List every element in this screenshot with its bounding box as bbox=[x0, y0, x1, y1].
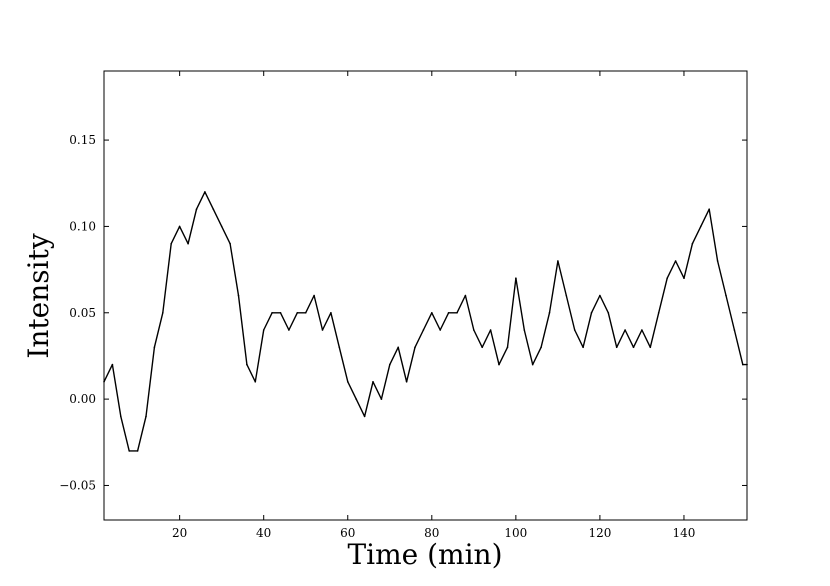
data-point bbox=[573, 329, 576, 331]
data-point bbox=[700, 225, 702, 228]
x-tick-label: 20 bbox=[172, 526, 187, 540]
data-point bbox=[237, 294, 240, 297]
series-line-layer bbox=[103, 191, 748, 452]
data-point bbox=[195, 208, 198, 210]
data-point bbox=[590, 312, 593, 314]
data-point bbox=[641, 329, 643, 331]
x-tick-label: 40 bbox=[256, 526, 271, 540]
plot-frame bbox=[103, 70, 748, 521]
data-point bbox=[153, 346, 156, 349]
y-tick-label: 0.15 bbox=[69, 133, 96, 147]
data-point bbox=[397, 346, 400, 349]
data-point bbox=[145, 415, 147, 418]
data-point bbox=[540, 346, 542, 349]
data-point bbox=[691, 242, 694, 245]
data-point bbox=[447, 312, 450, 314]
data-point bbox=[582, 346, 584, 349]
data-point bbox=[187, 242, 189, 245]
data-point bbox=[313, 294, 315, 297]
x-tick-label: 60 bbox=[340, 526, 355, 540]
data-point bbox=[405, 381, 408, 383]
data-point bbox=[372, 381, 374, 383]
data-point bbox=[674, 260, 677, 262]
series-line bbox=[103, 191, 747, 452]
data-point bbox=[120, 415, 122, 418]
data-point bbox=[389, 363, 391, 366]
data-point bbox=[170, 242, 172, 245]
data-point bbox=[473, 329, 475, 331]
data-point bbox=[229, 242, 231, 245]
data-point bbox=[742, 363, 744, 366]
data-point bbox=[271, 312, 273, 314]
data-point bbox=[548, 312, 551, 314]
data-point bbox=[523, 329, 526, 331]
y-tick-label: 0.00 bbox=[69, 392, 96, 406]
data-point bbox=[607, 312, 610, 314]
y-tick-label: −0.05 bbox=[59, 478, 96, 492]
data-point bbox=[725, 294, 727, 297]
data-point bbox=[111, 363, 114, 366]
data-point bbox=[557, 260, 559, 262]
data-point bbox=[304, 312, 307, 314]
x-tick-label: 140 bbox=[673, 526, 696, 540]
data-point bbox=[254, 381, 257, 383]
data-point bbox=[321, 329, 324, 331]
x-tick-label: 120 bbox=[588, 526, 611, 540]
data-point bbox=[624, 329, 626, 331]
x-axis-title: Time (min) bbox=[347, 538, 502, 571]
data-point bbox=[506, 346, 509, 349]
data-point bbox=[355, 398, 358, 400]
x-tick-label: 100 bbox=[504, 526, 527, 540]
data-point bbox=[262, 329, 265, 331]
data-point bbox=[481, 346, 484, 349]
data-point bbox=[212, 208, 215, 210]
data-point bbox=[439, 329, 442, 331]
data-point bbox=[632, 346, 635, 349]
data-point bbox=[288, 329, 290, 331]
data-point bbox=[178, 225, 181, 228]
data-point bbox=[657, 312, 660, 314]
data-point bbox=[128, 450, 130, 452]
data-point bbox=[649, 346, 652, 349]
data-point bbox=[338, 346, 341, 349]
data-point bbox=[363, 415, 366, 418]
data-point bbox=[279, 312, 282, 314]
data-point bbox=[204, 191, 206, 193]
data-point bbox=[531, 363, 534, 366]
data-point bbox=[615, 346, 618, 349]
data-point bbox=[716, 260, 719, 262]
data-point bbox=[162, 312, 164, 314]
data-point bbox=[683, 277, 685, 280]
data-point bbox=[380, 398, 383, 400]
y-axis-title: Intensity bbox=[22, 233, 55, 359]
data-point bbox=[489, 329, 492, 331]
data-point bbox=[246, 363, 248, 366]
data-point bbox=[422, 329, 425, 331]
data-point bbox=[515, 277, 517, 280]
y-tick-label: 0.05 bbox=[69, 306, 96, 320]
tick-layer: 20 40 60 80 100 120 140 −0.05 0.00 0.05 0.10 0.15 bbox=[59, 71, 747, 540]
y-tick-label: 0.10 bbox=[69, 219, 96, 233]
data-point bbox=[708, 208, 710, 210]
data-point bbox=[565, 294, 568, 297]
data-point bbox=[347, 381, 349, 383]
data-point bbox=[733, 329, 736, 331]
data-point bbox=[431, 312, 433, 314]
data-point bbox=[599, 294, 601, 297]
data-point bbox=[666, 277, 668, 280]
data-point bbox=[220, 225, 223, 228]
data-point bbox=[136, 450, 139, 452]
data-point bbox=[330, 312, 332, 314]
data-point bbox=[464, 294, 467, 297]
data-point bbox=[296, 312, 299, 314]
data-point bbox=[456, 312, 458, 314]
data-point bbox=[414, 346, 416, 349]
x-tick-label: 80 bbox=[424, 526, 439, 540]
data-point bbox=[498, 363, 500, 366]
